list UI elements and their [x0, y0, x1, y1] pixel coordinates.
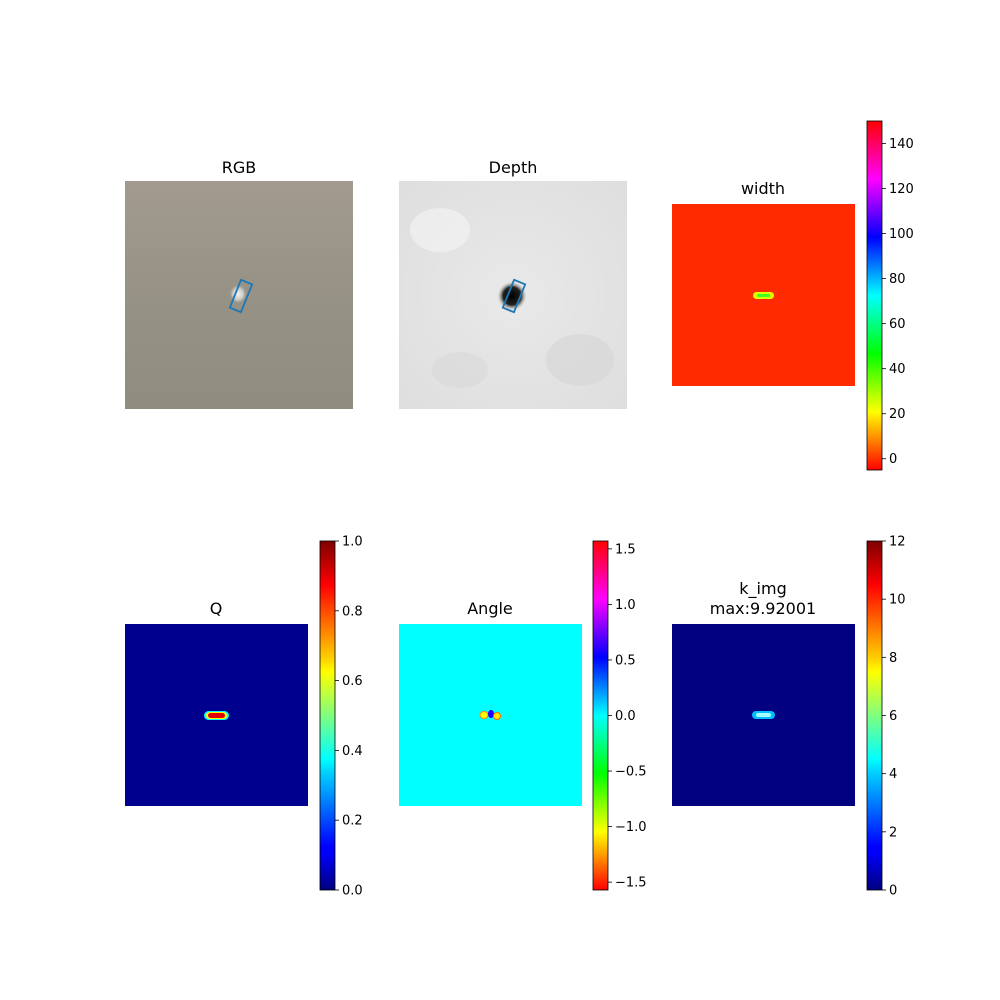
panel-title-angle: Angle	[467, 599, 513, 618]
colorbar-tick-label: 0.4	[342, 744, 363, 759]
q-hotspot	[208, 713, 225, 718]
colorbar-angle: −1.5 −1.0 −0.5 0.0 0.5 1.0 1.5	[592, 540, 647, 891]
colorbar-tick-label: 40	[889, 362, 906, 377]
colorbar-q: 0.0 0.2 0.4 0.6 0.8 1.0	[319, 535, 363, 899]
panel-title-q: Q	[210, 599, 223, 618]
colorbar-tick-label: 0.0	[615, 709, 636, 724]
colorbar-tick-label: −0.5	[615, 765, 647, 780]
colorbar-tick-label: 0.8	[342, 604, 363, 619]
panel-width: width 0 20 40 60 80 100 120 140	[672, 120, 914, 471]
colorbar-tick-label: 0	[889, 884, 897, 899]
colorbar-tick-label: 6	[889, 709, 897, 724]
colorbar-angle-ticks: −1.5 −1.0 −0.5 0.0 0.5 1.0 1.5	[608, 542, 647, 891]
panel-k: k_img max:9.92001 0 2 4 6 8 10 12	[672, 535, 906, 899]
colorbar-tick-label: 4	[889, 767, 897, 782]
depth-patch	[546, 334, 614, 386]
colorbar-tick-label: 0.5	[615, 653, 636, 668]
angle-hotspot	[479, 711, 489, 719]
depth-grasp-box	[501, 278, 527, 314]
colorbar-tick-label: 1.0	[342, 535, 363, 550]
colorbar-tick-label: 120	[889, 182, 914, 197]
panel-angle: Angle −1.5 −1.0 −0.5 0.0 0.5 1.0 1.5	[399, 540, 647, 891]
colorbar-tick-label: 10	[889, 593, 906, 608]
colorbar-tick-label: 0.0	[342, 884, 363, 899]
colorbar-width: 0 20 40 60 80 100 120 140	[866, 120, 914, 471]
width-hotspot	[757, 294, 770, 297]
colorbar-tick-label: 60	[889, 317, 906, 332]
colorbar-width-gradient	[866, 120, 883, 471]
colorbar-width-ticks: 0 20 40 60 80 100 120 140	[882, 137, 914, 467]
colorbar-tick-label: 2	[889, 825, 897, 840]
colorbar-tick-label: 100	[889, 227, 914, 242]
colorbar-k-gradient	[866, 540, 883, 891]
panel-title-depth: Depth	[489, 158, 538, 177]
colorbar-tick-label: 140	[889, 137, 914, 152]
colorbar-tick-label: 1.5	[615, 542, 636, 557]
colorbar-tick-label: 80	[889, 272, 906, 287]
depth-patch	[410, 208, 470, 252]
colorbar-angle-gradient	[592, 540, 609, 891]
panel-title-k: k_img	[739, 579, 786, 599]
rgb-grasp-box	[228, 278, 254, 314]
panel-title-width: width	[741, 179, 785, 198]
colorbar-q-gradient	[319, 540, 336, 891]
colorbar-tick-label: −1.0	[615, 820, 647, 835]
depth-patch	[432, 352, 488, 388]
k-hotspot	[756, 713, 771, 717]
colorbar-tick-label: 0.6	[342, 674, 363, 689]
colorbar-tick-label: 8	[889, 651, 897, 666]
colorbar-k: 0 2 4 6 8 10 12	[866, 535, 906, 899]
colorbar-q-ticks: 0.0 0.2 0.4 0.6 0.8 1.0	[335, 535, 363, 899]
angle-hotspot	[488, 710, 494, 718]
colorbar-tick-label: 0.2	[342, 814, 363, 829]
colorbar-k-ticks: 0 2 4 6 8 10 12	[882, 535, 906, 899]
colorbar-tick-label: −1.5	[615, 876, 647, 891]
panel-rgb: RGB	[125, 158, 353, 409]
panel-q: Q 0.0 0.2 0.4 0.6 0.8 1.0	[125, 535, 363, 899]
colorbar-tick-label: 1.0	[615, 598, 636, 613]
angle-hotspot	[493, 712, 501, 720]
panel-title-rgb: RGB	[222, 158, 257, 177]
colorbar-tick-label: 0	[889, 452, 897, 467]
panel-depth: Depth	[399, 158, 627, 409]
colorbar-tick-label: 20	[889, 407, 906, 422]
colorbar-tick-label: 12	[889, 535, 906, 550]
panel-subtitle-k: max:9.92001	[710, 599, 816, 618]
